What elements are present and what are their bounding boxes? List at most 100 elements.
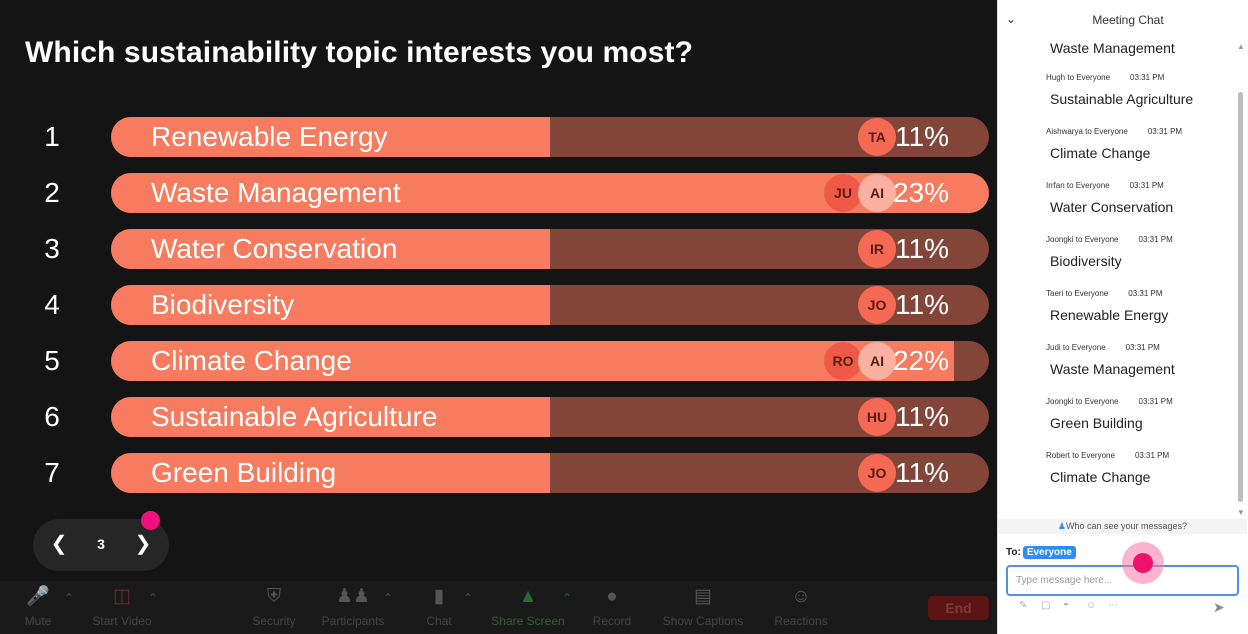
chevron-left-icon[interactable]: ❮ <box>50 533 68 555</box>
option-label: Green Building <box>151 457 337 488</box>
chat-message-text: Climate Change <box>1050 145 1151 161</box>
chat-sender: Robert to Everyone <box>1046 451 1115 460</box>
avatar: RO <box>824 342 862 380</box>
option-bar-track: Waste Management JU AI 23% <box>111 173 989 213</box>
participants-button[interactable]: ♟♟ Participants <box>314 581 392 634</box>
more-options-icon[interactable]: ⋯ <box>1108 600 1118 611</box>
screenshot-icon[interactable]: ▢ <box>1041 600 1051 611</box>
chat-message-text: Waste Management <box>1050 40 1175 56</box>
chat-timestamp: 03:31 PM <box>1138 397 1173 406</box>
who-can-see-messages-link[interactable]: ♟Who can see your messages? <box>998 519 1247 534</box>
chat-timestamp: 03:31 PM <box>1134 451 1170 460</box>
emoji-icon: ☺ <box>791 586 811 607</box>
chat-message-meta: Judi to Everyone 03:31 PM <box>1046 343 1160 352</box>
show-captions-button[interactable]: ▤ Show Captions <box>656 581 750 634</box>
scroll-up-arrow[interactable]: ▲ <box>1237 42 1245 51</box>
avatar: IR <box>858 230 896 268</box>
chat-sender: Taeri to Everyone <box>1046 289 1109 298</box>
option-bar-fill <box>111 285 550 325</box>
option-label: Renewable Energy <box>151 121 388 152</box>
avatar: AI <box>858 174 896 212</box>
participants-icon: ♟♟ <box>335 586 371 607</box>
mute-button[interactable]: 🎤 Mute <box>16 581 60 634</box>
option-percent: 11% <box>895 121 949 152</box>
reactions-button[interactable]: ☺ Reactions <box>768 581 834 634</box>
avatar: TA <box>858 118 896 156</box>
avatar: HU <box>858 398 896 436</box>
chat-sender: Irrfan to Everyone <box>1046 181 1110 190</box>
video-options-caret[interactable]: ⌃ <box>148 591 159 605</box>
send-icon[interactable]: ➤ <box>1213 599 1225 615</box>
security-button[interactable]: ⛨ Security <box>244 581 304 634</box>
chat-message-meta: Joongki to Everyone 03:31 PM <box>1046 235 1173 244</box>
mute-options-caret[interactable]: ⌃ <box>64 591 75 605</box>
option-number: 6 <box>44 401 60 432</box>
option-bar-fill <box>111 397 550 437</box>
option-number: 5 <box>44 345 60 376</box>
option-percent: 11% <box>895 457 949 488</box>
option-bar-track: Climate Change RO AI 22% <box>111 341 989 381</box>
file-icon[interactable]: ◓ <box>1063 600 1070 611</box>
share-options-caret[interactable]: ⌃ <box>562 591 573 605</box>
share-screen-icon: ▲ <box>518 586 538 607</box>
option-bar-track: Green Building JO 11% <box>111 453 989 493</box>
chat-sender: Joongki to Everyone <box>1046 397 1119 406</box>
end-meeting-button[interactable]: End <box>928 596 989 620</box>
option-number: 2 <box>44 177 60 208</box>
slide-pager: ❮ 3 ❯ <box>33 519 169 571</box>
chat-scrollbar-thumb[interactable] <box>1238 92 1243 502</box>
emoji-picker-icon[interactable]: ☺ <box>1086 600 1097 611</box>
option-label: Biodiversity <box>151 289 295 320</box>
chat-message-text: Water Conservation <box>1050 199 1174 215</box>
option-number: 3 <box>44 233 60 264</box>
option-bar-track: Biodiversity JO 11% <box>111 285 989 325</box>
chat-message-list: Waste Management Hugh to Everyone 03:31 P… <box>998 38 1234 516</box>
chat-timestamp: 03:31 PM <box>1129 181 1164 190</box>
poll-option-row: 6 Sustainable Agriculture HU 11% <box>0 397 997 437</box>
chat-timestamp: 03:31 PM <box>1138 235 1173 244</box>
captions-icon: ▤ <box>694 586 712 607</box>
chat-title: Meeting Chat <box>1092 13 1164 27</box>
chevron-down-icon[interactable]: ⌄ <box>1006 12 1017 26</box>
option-percent: 11% <box>895 233 949 264</box>
option-number: 7 <box>44 457 60 488</box>
start-video-button[interactable]: ◫ Start Video <box>86 581 158 634</box>
option-bar-fill <box>111 229 550 269</box>
option-number: 4 <box>44 289 60 320</box>
chat-message-meta: Aishwarya to Everyone 03:31 PM <box>1046 127 1182 136</box>
chevron-right-icon[interactable]: ❯ <box>134 533 152 555</box>
chat-message-text: Sustainable Agriculture <box>1050 91 1194 107</box>
chat-sender: Hugh to Everyone <box>1046 73 1111 82</box>
chat-message-text: Biodiversity <box>1050 253 1122 269</box>
page-number: 3 <box>97 536 105 552</box>
participants-options-caret[interactable]: ⌃ <box>383 591 394 605</box>
poll-option-row: 4 Biodiversity JO 11% <box>0 285 997 325</box>
record-icon: ● <box>606 586 618 607</box>
chat-header: ⌄ Meeting Chat <box>998 0 1248 38</box>
share-screen-button[interactable]: ▲ Share Screen <box>486 581 570 634</box>
option-bar-fill <box>111 453 550 493</box>
avatar: JO <box>858 454 896 492</box>
chat-message-meta: Taeri to Everyone 03:31 PM <box>1046 289 1163 298</box>
option-percent: 23% <box>892 177 949 208</box>
chat-options-caret[interactable]: ⌃ <box>463 591 474 605</box>
recipient-dropdown[interactable]: Everyone <box>1022 546 1076 559</box>
poll-question: Which sustainability topic interests you… <box>25 36 694 69</box>
option-bar-track: Renewable Energy TA 11% <box>111 117 989 157</box>
chat-message-meta: Joongki to Everyone 03:31 PM <box>1046 397 1173 406</box>
poll-option-row: 5 Climate Change RO AI 22% <box>0 341 997 381</box>
option-bar-fill <box>111 117 550 157</box>
chat-button[interactable]: ▮ Chat <box>418 581 460 634</box>
option-label: Sustainable Agriculture <box>151 401 438 432</box>
avatar: AI <box>858 342 896 380</box>
option-bar-track: Water Conservation IR 11% <box>111 229 989 269</box>
chat-message-meta: Robert to Everyone 03:31 PM <box>1046 451 1169 460</box>
poll-option-row: 7 Green Building JO 11% <box>0 453 997 493</box>
chat-message-text: Climate Change <box>1050 469 1151 485</box>
option-label: Water Conservation <box>151 233 398 264</box>
option-percent: 22% <box>892 345 949 376</box>
scroll-down-arrow[interactable]: ▼ <box>1237 508 1245 517</box>
format-icon[interactable]: ✎ <box>1019 600 1028 611</box>
record-button[interactable]: ● Record <box>586 581 638 634</box>
